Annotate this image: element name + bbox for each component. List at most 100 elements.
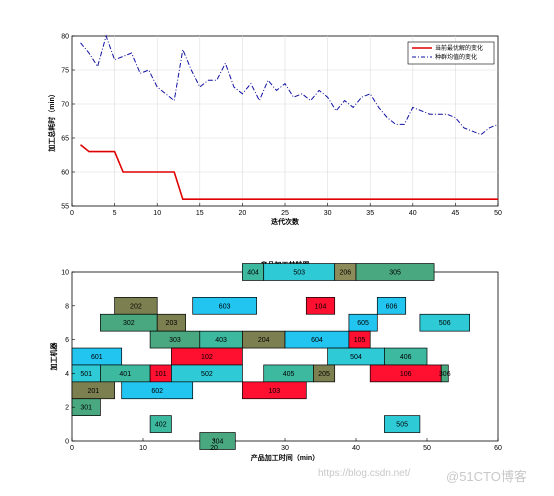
watermark-url: https://blog.csdn.net/	[318, 468, 411, 479]
y-tick-label: 6	[65, 337, 69, 344]
task-bar: 304	[199, 432, 236, 450]
task-bar: 602	[121, 381, 194, 400]
task-bar: 101	[149, 364, 172, 383]
task-bar: 502	[171, 364, 243, 383]
task-bar: 501	[71, 364, 101, 383]
x-tick-label: 5	[113, 210, 117, 217]
task-bar: 204	[242, 330, 286, 349]
y-tick-label: 4	[65, 371, 69, 378]
task-label: 402	[155, 422, 167, 429]
task-bar: 301	[71, 398, 101, 416]
task-bar-rect	[149, 415, 172, 433]
task-label: 505	[396, 422, 408, 429]
task-label: 405	[283, 371, 295, 378]
task-label: 506	[439, 320, 451, 327]
task-bar-rect	[313, 364, 336, 383]
task-label: 606	[386, 303, 398, 310]
task-bar-rect	[419, 313, 470, 332]
y-tick-label: 65	[61, 136, 69, 143]
x-tick-label: 40	[409, 210, 417, 217]
y-tick-label: 55	[61, 204, 69, 211]
task-label: 404	[247, 270, 259, 277]
task-bar: 102	[171, 347, 243, 366]
task-bar: 406	[384, 347, 428, 366]
task-label: 604	[311, 337, 323, 344]
y-tick-label: 70	[61, 102, 69, 109]
legend: 当前最优解的变化 种群均值的变化	[407, 41, 495, 65]
legend-entry-mean: 种群均值的变化	[435, 53, 477, 61]
task-bar: 405	[263, 364, 314, 383]
task-label: 602	[151, 388, 163, 395]
task-label: 306	[439, 371, 451, 378]
x-tick-label: 30	[324, 210, 332, 217]
task-bar: 401	[100, 364, 151, 383]
task-bar: 503	[263, 263, 336, 281]
y-tick-label: 2	[65, 405, 69, 412]
task-label: 203	[166, 320, 178, 327]
task-bar: 201	[71, 381, 115, 400]
task-label: 205	[318, 371, 330, 378]
series-line-mean	[80, 34, 499, 136]
task-label: 101	[155, 371, 167, 378]
y-tick-label: 80	[61, 34, 69, 41]
task-bars: 404 503 206 305 202 603 104 606 302 203 605 506 303 4…	[71, 263, 470, 450]
task-bar: 104	[305, 297, 336, 315]
x-tick-label: 0	[70, 210, 74, 217]
y-tick-label: 75	[61, 68, 69, 75]
series-line-best	[80, 144, 498, 200]
task-bar-rect	[440, 364, 449, 383]
task-label: 201	[87, 388, 99, 395]
convergence-chart: 0 5 10 15 20 25 30 35 40 45 50 55 60 65 70 75 80 迭代次数 加…	[47, 34, 502, 227]
y-tick-label: 60	[61, 170, 69, 177]
x-tick-label: 35	[366, 210, 374, 217]
task-label: 501	[80, 371, 92, 378]
x-tick-labels: 0 10 20 30 40 50 60	[70, 438, 502, 452]
task-bar: 505	[384, 415, 421, 433]
task-label: 601	[91, 354, 103, 361]
task-label: 102	[201, 354, 213, 361]
task-label: 406	[400, 354, 412, 361]
task-bar: 106	[369, 364, 442, 383]
x-tick-label: 50	[494, 210, 502, 217]
x-tick-label: 15	[196, 210, 204, 217]
task-label: 603	[219, 303, 231, 310]
task-bar: 103	[242, 381, 307, 400]
task-bar: 504	[327, 347, 385, 366]
x-tick-label: 40	[352, 445, 360, 452]
x-tick-label: 25	[281, 210, 289, 217]
x-tick-label: 10	[153, 210, 161, 217]
x-tick-label: 10	[139, 445, 147, 452]
task-bar: 403	[199, 330, 243, 349]
task-bar: 205	[313, 364, 336, 383]
x-tick-label: 0	[70, 445, 74, 452]
task-bar: 506	[419, 313, 470, 332]
task-label: 104	[315, 303, 327, 310]
task-bar: 306	[439, 364, 451, 383]
task-label: 403	[215, 337, 227, 344]
task-bar: 605	[348, 313, 378, 332]
task-label: 304	[212, 439, 224, 446]
task-bar: 105	[348, 330, 371, 349]
task-label: 401	[119, 371, 131, 378]
x-tick-label: 45	[452, 210, 460, 217]
task-bar: 604	[284, 330, 350, 349]
y-axis-label: 加工机器	[49, 342, 58, 372]
legend-entry-best: 当前最优解的变化	[435, 44, 483, 52]
task-label: 504	[350, 354, 362, 361]
task-label: 502	[201, 371, 213, 378]
gantt-chart: 产品加工甘特图 40450320630520260310460630220360…	[49, 260, 502, 462]
task-bar: 402	[149, 415, 172, 433]
task-bar: 203	[156, 313, 186, 332]
task-label: 605	[357, 320, 369, 327]
y-axis-label: 加工总耗时（min）	[47, 90, 56, 152]
x-axis-label: 迭代次数	[271, 217, 300, 226]
task-bar: 404	[242, 263, 265, 281]
series-group	[80, 34, 499, 200]
task-bar: 303	[149, 330, 201, 349]
task-bar-rect	[384, 415, 421, 433]
x-tick-label: 20	[239, 210, 247, 217]
task-label: 302	[123, 320, 135, 327]
task-bar: 606	[376, 297, 407, 315]
task-label: 202	[130, 303, 142, 310]
